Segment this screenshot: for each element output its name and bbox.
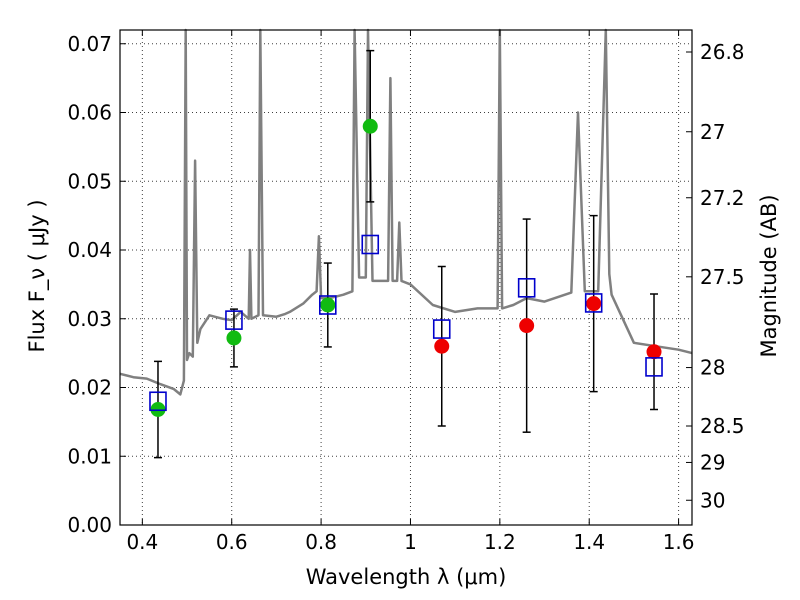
y-tick-label-2: 0.02 [67, 376, 112, 400]
model-flux-square-1 [225, 310, 243, 330]
y-tick-layer: 0.00 0.01 0.02 0.03 0.04 0.05 0.06 0.07 [67, 32, 126, 537]
model-flux-square-2 [318, 295, 337, 315]
x-tick-label-0: 0.4 [126, 530, 158, 554]
grid [120, 30, 692, 525]
model-flux-square-7 [645, 357, 663, 377]
right-tick-label-2: 27.2 [700, 186, 745, 210]
x-tick-label-5: 1.4 [573, 530, 605, 554]
model-flux-square-4 [432, 319, 451, 339]
right-tick-label-3: 27.5 [700, 265, 745, 289]
y-tick-label-7: 0.07 [67, 32, 112, 56]
right-tick-label-0: 26.8 [700, 40, 745, 64]
x-tick-label-3: 1 [404, 530, 417, 554]
right-tick-label-5: 28.5 [700, 414, 745, 438]
x-axis-label: Wavelength λ (μm) [306, 565, 507, 589]
y-axis-label: Flux F_ν ( μJy ) [25, 199, 50, 352]
x-tick-label-1: 0.6 [216, 530, 248, 554]
red-data-point-2 [586, 296, 602, 312]
x-tick-label-2: 0.8 [305, 530, 337, 554]
y-tick-label-0: 0.00 [67, 513, 112, 537]
model-spectrum-layer [119, 28, 693, 396]
green-data-point-2 [320, 297, 336, 313]
model-spectrum-line [119, 28, 693, 396]
red-data-point-1 [519, 318, 535, 334]
green-data-point-3 [362, 118, 378, 134]
right-tick-layer: 26.8 27 27.2 27.5 28 28.5 29 30 [686, 40, 745, 512]
right-tick-label-7: 30 [700, 488, 725, 512]
model-flux-square-3 [361, 234, 380, 255]
marker-layer [149, 118, 663, 417]
y-tick-label-1: 0.01 [67, 444, 112, 468]
model-flux-square-0 [149, 391, 167, 412]
model-flux-square-6 [584, 293, 603, 313]
y-tick-label-4: 0.04 [67, 238, 112, 262]
right-axis-label: Magnitude (AB) [757, 194, 781, 357]
y-tick-label-5: 0.05 [67, 169, 112, 193]
right-tick-label-4: 28 [700, 356, 725, 380]
model-flux-square-5 [517, 278, 536, 298]
y-tick-label-6: 0.06 [67, 101, 112, 125]
red-data-point-3 [646, 344, 662, 360]
y-tick-label-3: 0.03 [67, 307, 112, 331]
red-data-point-0 [434, 338, 450, 354]
plot-frame [119, 29, 693, 526]
x-tick-layer: 0.4 0.6 0.8 1 1.2 1.4 1.6 [126, 30, 695, 554]
x-tick-label-4: 1.2 [484, 530, 516, 554]
x-tick-label-6: 1.6 [663, 530, 695, 554]
right-tick-label-6: 29 [700, 450, 725, 474]
right-tick-label-1: 27 [700, 120, 725, 144]
green-data-point-1 [226, 330, 242, 346]
